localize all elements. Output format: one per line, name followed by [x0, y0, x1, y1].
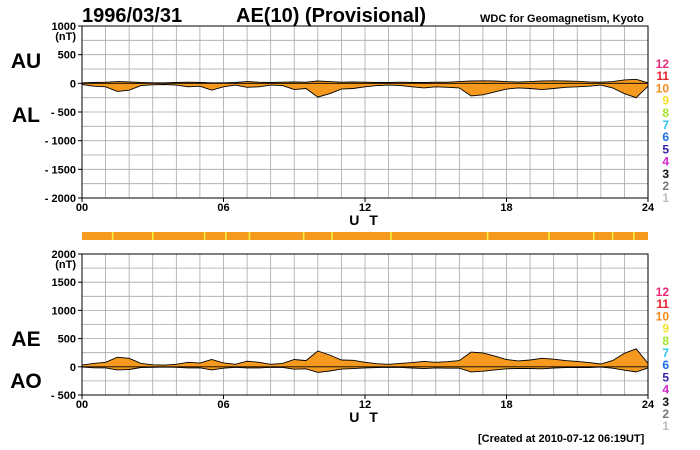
coverage-strip-marker — [151, 232, 154, 240]
station-count-7: 7 — [662, 346, 669, 360]
station-count-5: 5 — [662, 142, 669, 156]
panel-label-al: AL — [12, 104, 40, 127]
station-count-12: 12 — [656, 285, 670, 299]
x-tick-label: 06 — [217, 202, 229, 214]
coverage-strip-marker — [633, 232, 635, 240]
panel-label-au: AU — [11, 50, 41, 73]
y-axis-unit: (nT) — [55, 259, 76, 271]
station-count-1: 1 — [662, 419, 669, 433]
x-tick-label: 06 — [217, 399, 229, 411]
panel-label-ae: AE — [11, 328, 40, 351]
created-timestamp: [Created at 2010-07-12 06:19UT] — [478, 433, 645, 445]
x-axis-label: U T — [349, 212, 381, 228]
y-tick-label: 2000 — [52, 249, 76, 261]
station-count-11: 11 — [656, 69, 669, 83]
coverage-strip-marker — [592, 232, 595, 240]
chart-title: AE(10) (Provisional) — [236, 5, 426, 27]
station-count-2: 2 — [662, 179, 669, 193]
y-tick-label: 1000 — [52, 21, 76, 33]
x-axis-label: U T — [349, 409, 381, 425]
station-count-11: 11 — [656, 297, 669, 311]
y-tick-label: 500 — [58, 334, 76, 346]
x-tick-label: 24 — [642, 202, 655, 214]
y-tick-label: 1500 — [52, 277, 76, 289]
series-line-al — [81, 84, 649, 99]
coverage-strip-marker — [248, 232, 251, 240]
x-tick-label: 12 — [359, 202, 371, 214]
station-count-6: 6 — [662, 130, 669, 144]
chart-organization: WDC for Geomagnetism, Kyoto — [480, 13, 644, 25]
station-count-9: 9 — [662, 94, 669, 108]
station-count-2: 2 — [662, 407, 669, 421]
station-count-1: 1 — [662, 191, 669, 205]
data-coverage-strip — [82, 232, 648, 240]
y-tick-label: - 500 — [51, 390, 76, 402]
station-count-3: 3 — [662, 167, 669, 181]
station-count-4: 4 — [662, 383, 669, 397]
y-tick-label: 0 — [70, 362, 76, 374]
y-tick-label: - 1500 — [45, 164, 76, 176]
y-tick-label: - 2000 — [45, 193, 76, 205]
x-tick-label: 18 — [500, 202, 512, 214]
coverage-strip-marker — [111, 232, 114, 240]
y-axis-unit: (nT) — [55, 31, 76, 43]
station-count-8: 8 — [662, 106, 669, 120]
x-tick-label: 00 — [76, 399, 88, 411]
envelope-fill-au-al — [82, 79, 648, 98]
chart-date: 1996/03/31 — [82, 5, 182, 27]
panel-label-ao: AO — [10, 370, 42, 393]
station-count-12: 12 — [656, 57, 670, 71]
y-tick-label: 500 — [58, 50, 76, 62]
coverage-strip-marker — [302, 232, 305, 240]
series-line-ae — [81, 348, 649, 366]
x-tick-label: 18 — [500, 399, 512, 411]
series-line-ao — [81, 366, 649, 373]
coverage-strip-marker — [486, 232, 489, 240]
coverage-strip-marker — [225, 232, 227, 240]
station-count-8: 8 — [662, 334, 669, 348]
station-count-3: 3 — [662, 395, 669, 409]
x-tick-label: 24 — [642, 399, 655, 411]
y-tick-label: 1000 — [52, 305, 76, 317]
x-tick-label: 00 — [76, 202, 88, 214]
station-count-5: 5 — [662, 370, 669, 384]
coverage-strip-marker — [331, 232, 333, 240]
y-tick-label: - 1000 — [45, 136, 76, 148]
coverage-strip-marker — [203, 232, 206, 240]
coverage-strip-marker — [548, 232, 550, 240]
x-tick-label: 12 — [359, 399, 371, 411]
station-count-6: 6 — [662, 358, 669, 372]
coverage-strip-marker — [611, 232, 614, 240]
station-count-10: 10 — [656, 309, 670, 323]
y-tick-label: 0 — [70, 78, 76, 90]
coverage-strip-marker — [390, 232, 392, 240]
series-line-au — [81, 78, 649, 84]
station-count-10: 10 — [656, 81, 670, 95]
station-count-9: 9 — [662, 322, 669, 336]
station-count-4: 4 — [662, 155, 669, 169]
y-tick-label: - 500 — [51, 107, 76, 119]
station-count-7: 7 — [662, 118, 669, 132]
